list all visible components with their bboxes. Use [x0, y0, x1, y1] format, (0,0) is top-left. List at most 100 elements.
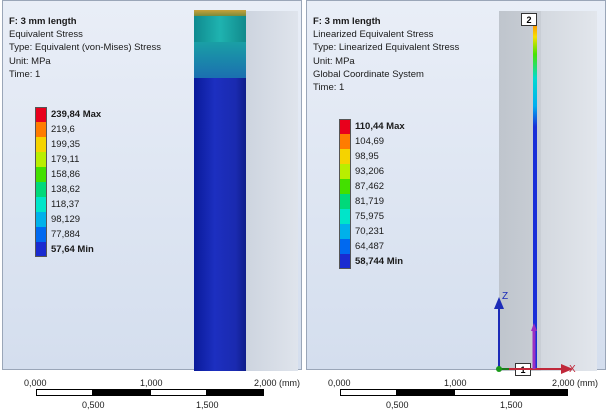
path-end-tag[interactable]: 2 [521, 13, 537, 26]
legend-entry: 104,69 [339, 134, 384, 149]
triad-origin [496, 366, 502, 372]
z-axis-label: Z [502, 291, 509, 302]
result-name: Linearized Equivalent Stress [313, 29, 434, 41]
scale-segment-2 [397, 389, 454, 396]
result-type: Type: Linearized Equivalent Stress [313, 42, 460, 54]
legend-entry: 58,744 Min [339, 254, 403, 269]
scale-label-mid-1: 0,500 [82, 400, 105, 410]
legend-entry: 81,719 [339, 194, 384, 209]
legend-swatch [35, 107, 47, 122]
scale-segment-1 [340, 389, 397, 396]
legend-value: 158,86 [51, 169, 81, 180]
result-details: F: 3 mm length Linearized Equivalent Str… [313, 15, 459, 94]
legend-value: 58,744 Min [355, 256, 404, 267]
scale-label-2: 2,000 (mm) [552, 378, 599, 388]
legend-entry: 219,6 [35, 122, 75, 137]
scale-label-1: 1,000 [444, 378, 467, 388]
legend-swatch [35, 197, 47, 212]
legend-value: 57,64 Min [51, 244, 94, 255]
scale-label-2: 2,000 (mm) [254, 378, 301, 388]
legend-swatch [339, 224, 351, 239]
legend-entry: 239,84 Max [35, 107, 101, 122]
stress-path-line [533, 23, 537, 369]
result-unit: Unit: MPa [313, 55, 355, 67]
beam-stress-band-cyan [194, 16, 246, 42]
legend-swatch [339, 149, 351, 164]
scale-segment-3 [454, 389, 511, 396]
legend-swatch [339, 164, 351, 179]
legend-entry: 93,206 [339, 164, 384, 179]
legend-value: 64,487 [355, 241, 385, 252]
purple-marker [531, 323, 537, 331]
graphics-viewport[interactable]: F: 3 mm length Linearized Equivalent Str… [306, 0, 606, 376]
legend-entry: 199,35 [35, 137, 80, 152]
legend-entry: 158,86 [35, 167, 80, 182]
scale-label-1: 1,000 [140, 378, 163, 388]
legend-swatch [339, 209, 351, 224]
legend-entry: 98,95 [339, 149, 379, 164]
legend-swatch [339, 179, 351, 194]
beam-side-face [541, 11, 597, 371]
legend-value: 77,884 [51, 229, 81, 240]
scale-segment-2 [93, 389, 150, 396]
scale-segment-4 [511, 389, 568, 396]
legend-value: 110,44 Max [355, 121, 405, 132]
scale-label-0: 0,000 [24, 378, 47, 388]
linearized-stress-panel: F: 3 mm length Linearized Equivalent Str… [306, 0, 606, 415]
legend-swatch [35, 227, 47, 242]
scale-label-mid-1: 0,500 [386, 400, 409, 410]
result-name: Equivalent Stress [9, 29, 83, 41]
result-time: Time: 1 [9, 68, 41, 80]
graphics-viewport[interactable]: F: 3 mm length Equivalent Stress Type: E… [2, 0, 302, 371]
legend-swatch [339, 194, 351, 209]
legend-swatch [35, 182, 47, 197]
legend-value: 179,11 [51, 154, 80, 165]
scale-label-0: 0,000 [328, 378, 351, 388]
coordinate-triad[interactable] [487, 285, 577, 375]
legend-entry: 75,975 [339, 209, 384, 224]
result-title: F: 3 mm length [9, 16, 77, 27]
x-axis-label: X [569, 364, 576, 375]
beam-stress-band-teal [194, 42, 246, 78]
legend-value: 75,975 [355, 211, 385, 222]
result-coordinate-system: Global Coordinate System [313, 68, 424, 80]
legend-value: 138,62 [51, 184, 81, 195]
scale-label-mid-2: 1,500 [196, 400, 219, 410]
legend-swatch [35, 152, 47, 167]
legend-swatch [35, 122, 47, 137]
legend-entry: 138,62 [35, 182, 80, 197]
legend-value: 70,231 [355, 226, 385, 237]
legend-value: 93,206 [355, 166, 385, 177]
legend-value: 104,69 [355, 136, 385, 147]
legend-swatch [339, 119, 351, 134]
legend-entry: 77,884 [35, 227, 80, 242]
result-time: Time: 1 [313, 82, 345, 94]
result-unit: Unit: MPa [9, 55, 51, 67]
legend-value: 239,84 Max [51, 109, 102, 120]
legend-value: 87,462 [355, 181, 385, 192]
result-title: F: 3 mm length [313, 16, 381, 27]
legend-value: 219,6 [51, 124, 75, 135]
beam-top-cap [194, 10, 246, 16]
scale-label-mid-2: 1,500 [500, 400, 523, 410]
legend-value: 199,35 [51, 139, 81, 150]
legend-swatch [35, 212, 47, 227]
z-arrow [494, 297, 504, 309]
legend-swatch [339, 254, 351, 269]
legend-swatch [339, 134, 351, 149]
legend-value: 98,129 [51, 214, 81, 225]
legend-swatch [35, 242, 47, 257]
scale-segment-4 [207, 389, 264, 396]
result-details: F: 3 mm length Equivalent Stress Type: E… [9, 15, 161, 81]
scale-segment-1 [36, 389, 93, 396]
x-arrow [561, 364, 573, 374]
legend-entry: 118,37 [35, 197, 79, 212]
legend-entry: 57,64 Min [35, 242, 94, 257]
legend-entry: 87,462 [339, 179, 384, 194]
legend-entry: 98,129 [35, 212, 80, 227]
legend-value: 98,95 [355, 151, 379, 162]
legend-swatch [35, 167, 47, 182]
legend-entry: 110,44 Max [339, 119, 405, 134]
scale-ruler: 0,000 1,000 2,000 (mm) 0,500 1,500 [2, 372, 302, 415]
legend-value: 118,37 [51, 199, 80, 210]
